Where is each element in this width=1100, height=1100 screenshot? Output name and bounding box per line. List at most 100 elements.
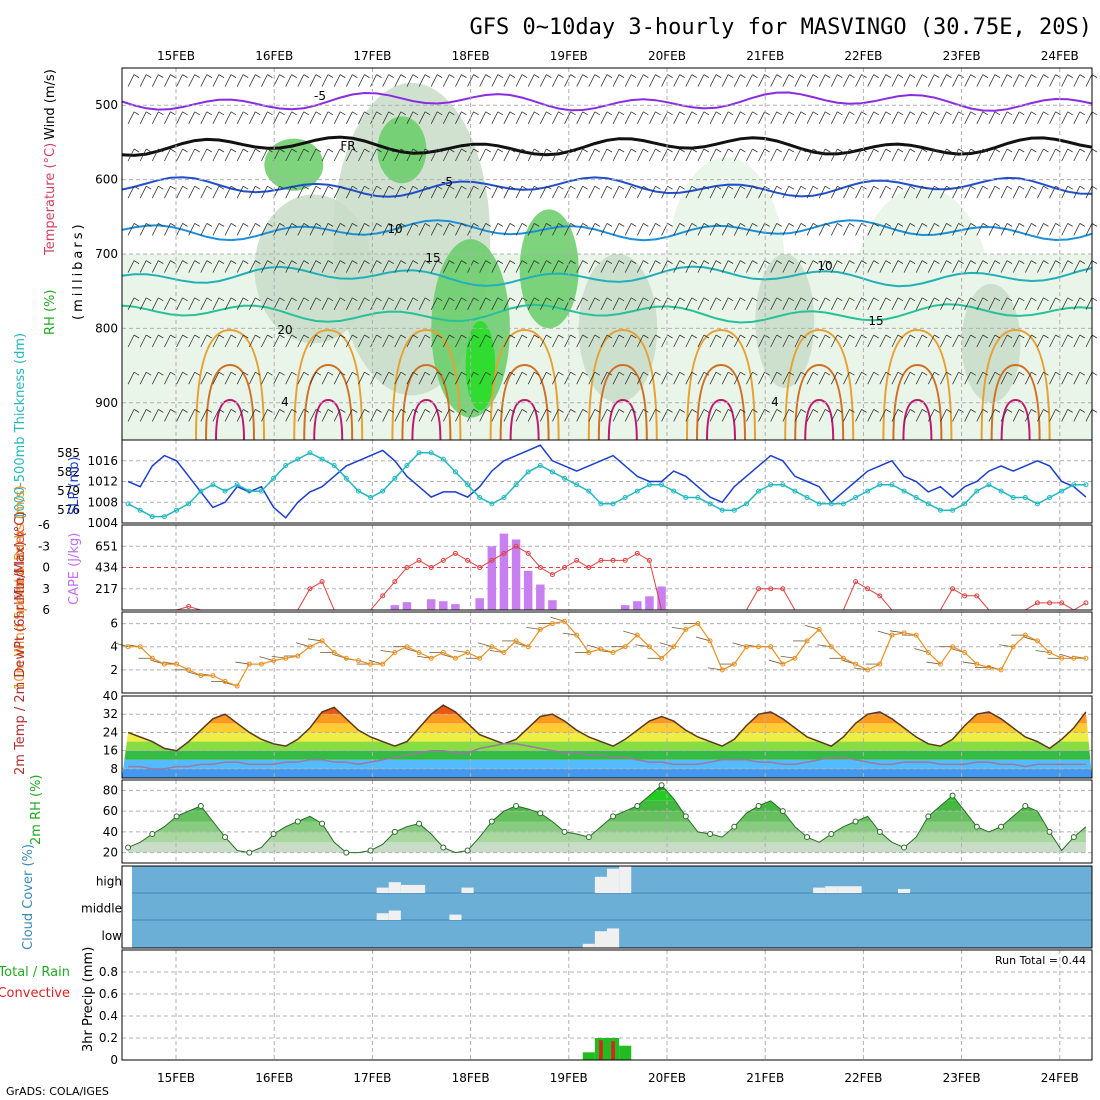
wind-barb [358, 372, 365, 385]
thickness-point [549, 469, 555, 475]
wind-barb [491, 148, 499, 162]
temp-loop [706, 398, 737, 441]
li-point [1083, 600, 1089, 606]
wind-barb-flag [1006, 409, 1013, 413]
precip-tick: 0 [110, 1053, 118, 1067]
thickness-point [1022, 494, 1028, 500]
wind-barb-flag [667, 148, 673, 153]
wind-barb-flag [242, 334, 249, 339]
wind-point [792, 655, 798, 661]
wind-barb [358, 334, 365, 348]
wind-barb [964, 223, 972, 236]
wind-barb [673, 297, 681, 310]
cape-bar [536, 584, 545, 610]
wind-barb [164, 372, 171, 385]
wind-barb-flag [703, 409, 710, 413]
cape-bar [620, 605, 630, 610]
wind-barb-flag [752, 297, 758, 302]
thickness-point [998, 488, 1004, 494]
y-tick-label: 600 [95, 173, 118, 187]
wind-barb-flag [740, 334, 746, 339]
wind-barb [200, 334, 208, 348]
wind-barb-flag [449, 297, 455, 302]
wind-barb-flag [279, 409, 285, 413]
wind-barb-flag [921, 297, 928, 302]
wind-barb-flag [776, 111, 782, 116]
wind-barb [624, 297, 632, 310]
cloud-level-label: high [96, 875, 122, 889]
wind-barb [867, 409, 875, 422]
wind-barb [782, 111, 790, 124]
wind-barb-flag [255, 223, 261, 227]
wind-barb [1061, 148, 1069, 162]
temp-loop [411, 398, 442, 441]
wind-barb-flag [727, 74, 734, 78]
wind-barb [624, 74, 632, 87]
cloud-middle-bar [449, 914, 462, 920]
wind-barb-flag [1091, 297, 1098, 302]
cloud-high-bar [813, 887, 826, 893]
wind-barb [806, 74, 814, 87]
wind-barb [430, 334, 438, 348]
wind-barb [1073, 186, 1081, 199]
wind-barb-flag [691, 148, 698, 153]
thickness-point [283, 463, 289, 469]
wind-barb [285, 74, 293, 87]
cloud-high-bar [413, 884, 426, 893]
wind-barb-flag [1067, 185, 1073, 190]
slp-tick: 1012 [87, 475, 118, 489]
lifted-index-line [128, 545, 1087, 611]
wind-barb [188, 260, 196, 273]
wind-barb-flag [376, 297, 382, 302]
wind-barb [624, 372, 632, 385]
wind-point [634, 632, 640, 638]
wind-barb [212, 260, 220, 273]
wind-barb [139, 260, 147, 273]
thickness-point [1071, 482, 1077, 488]
wind-barb [442, 372, 450, 385]
rh-point [561, 828, 568, 835]
wind-barb-flag [194, 223, 200, 227]
wind-barb [1085, 111, 1093, 124]
wind-barb [430, 260, 438, 273]
wind-barb-flag [946, 148, 952, 153]
wind-barb-flag [727, 111, 734, 116]
wind-point [186, 667, 192, 673]
wind-barb [261, 111, 268, 124]
wind-barb-flag [679, 260, 685, 264]
wind-barb-flag [255, 260, 261, 264]
wind-barb [636, 186, 644, 199]
wind-barb [964, 297, 972, 310]
wind-barb [273, 372, 280, 385]
wind-barb-flag [364, 334, 370, 339]
wind-barb [455, 186, 462, 199]
wind-barb [806, 111, 814, 124]
wind-barb [491, 409, 499, 422]
wind-barb [1000, 260, 1008, 273]
wind-barb [721, 223, 729, 236]
wind-barb [261, 372, 268, 385]
li-point [574, 557, 580, 563]
wind-barb-flag [776, 334, 782, 339]
wind-barb-flag [606, 260, 613, 264]
wind-barb [770, 74, 778, 87]
wind-barb-flag [1079, 371, 1086, 376]
wind-point [756, 644, 762, 650]
wind-barb-flag [145, 334, 152, 339]
wind-barb [879, 260, 887, 273]
wind-barb [285, 223, 293, 236]
wind-point [671, 644, 677, 650]
wind-barb-flag [1043, 111, 1049, 116]
wind-barb [806, 223, 814, 236]
wind-barb [127, 186, 135, 199]
wind-barb-flag [1079, 74, 1086, 78]
wind-barb-flag [255, 74, 261, 78]
wind-point [271, 658, 277, 664]
wind-barb-flag [740, 297, 746, 302]
wind-barb-flag [994, 334, 1001, 339]
wind-barb-flag [158, 148, 164, 153]
rh-tick: 60 [103, 804, 118, 818]
li-tick: 0 [42, 561, 50, 575]
wind-barb [746, 186, 753, 199]
wind-barb-flag [230, 148, 237, 153]
